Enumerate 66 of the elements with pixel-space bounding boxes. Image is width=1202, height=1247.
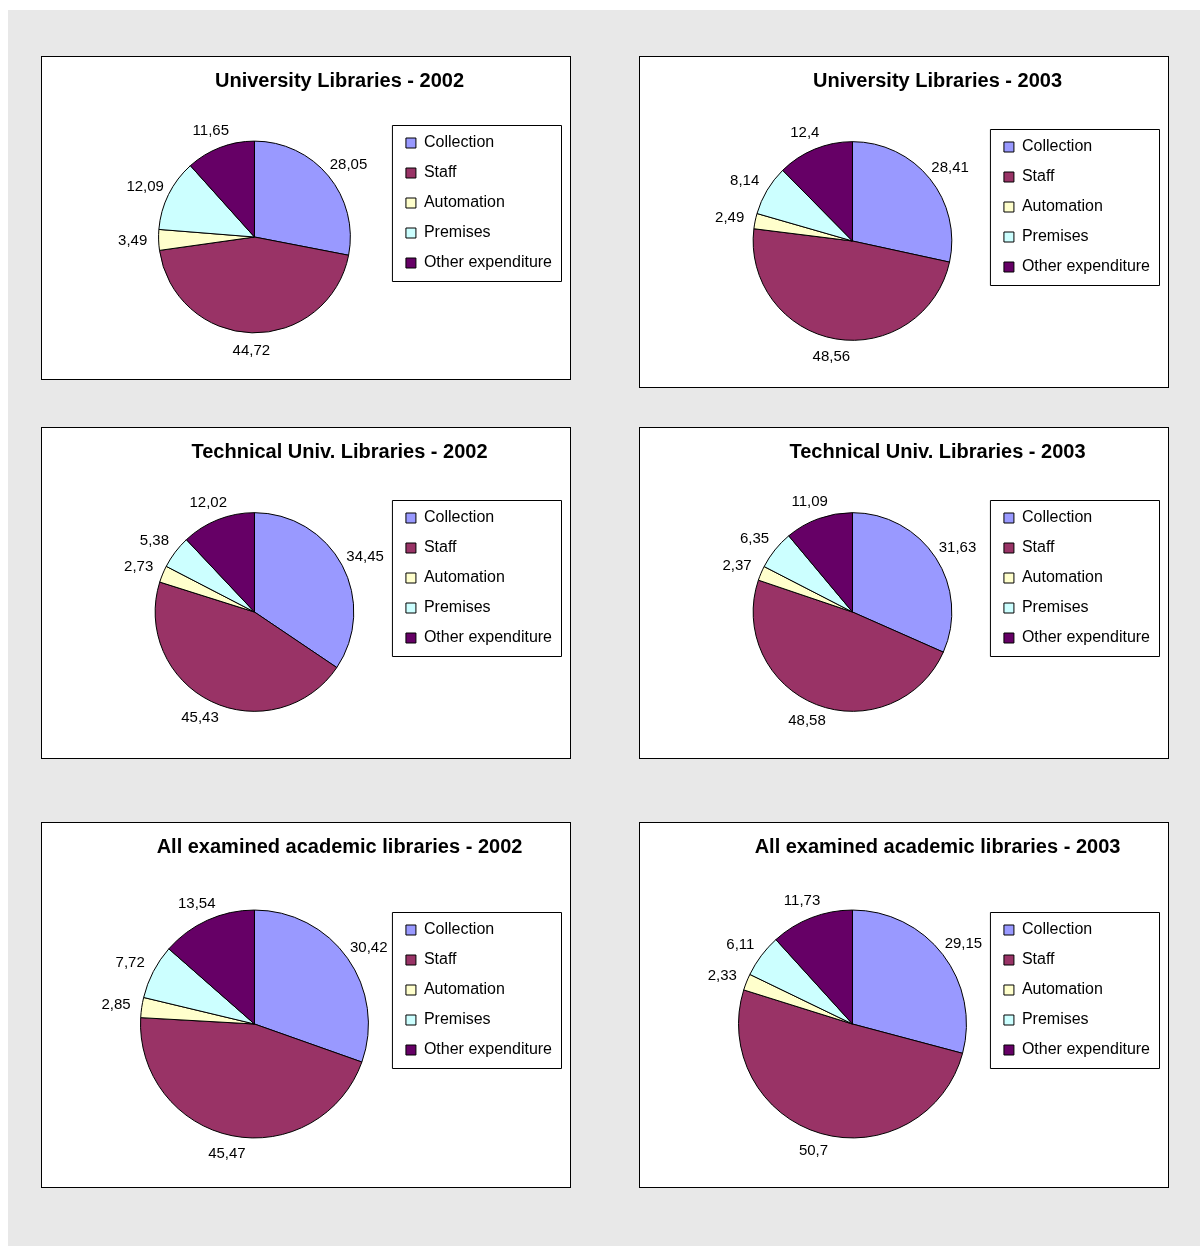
data-label: 45,47 xyxy=(208,1143,246,1161)
data-label: 13,54 xyxy=(177,893,216,911)
data-label: 8,14 xyxy=(730,171,760,189)
data-label: 12,09 xyxy=(126,176,164,194)
data-label: 28,05 xyxy=(329,154,368,172)
legend-label: Collection xyxy=(423,508,495,526)
legend-label: Premises xyxy=(423,1010,491,1028)
data-label: 2,33 xyxy=(707,965,737,983)
legend-label: Staff xyxy=(423,950,458,968)
legend-label: Premises xyxy=(423,223,491,241)
legend-label: Staff xyxy=(1021,167,1056,185)
legend-label: Automation xyxy=(423,568,505,586)
legend-label: Staff xyxy=(1021,538,1056,556)
data-label: 31,63 xyxy=(938,538,977,556)
legend-label: Collection xyxy=(423,920,495,938)
data-label: 6,35 xyxy=(739,528,770,546)
data-label: 5,38 xyxy=(139,531,170,549)
chart-title: All examined academic libraries - 2002 xyxy=(156,834,523,857)
legend-label: Collection xyxy=(1021,508,1093,526)
data-label: 3,49 xyxy=(118,230,148,248)
legend-label: Other expenditure xyxy=(1021,628,1151,646)
legend-label: Staff xyxy=(1021,950,1056,968)
data-label: 30,42 xyxy=(349,938,388,955)
data-label: 11,65 xyxy=(192,120,230,138)
legend-label: Other expenditure xyxy=(423,628,553,646)
data-label: 45,43 xyxy=(181,707,219,725)
legend-label: Premises xyxy=(1021,598,1089,616)
data-label: 7,72 xyxy=(115,953,145,971)
data-label: 2,73 xyxy=(124,557,154,575)
legend-label: Automation xyxy=(1021,980,1103,998)
data-label: 11,73 xyxy=(783,891,821,909)
data-label: 44,72 xyxy=(232,340,271,358)
data-label: 2,49 xyxy=(715,207,745,225)
legend-label: Premises xyxy=(423,598,491,616)
legend-label: Premises xyxy=(1021,1010,1089,1028)
data-label: 34,45 xyxy=(346,547,384,565)
chart-title: University Libraries - 2002 xyxy=(214,68,465,91)
legend-label: Automation xyxy=(423,980,505,998)
legend-label: Other expenditure xyxy=(1021,257,1151,275)
data-label: 2,85 xyxy=(101,995,131,1013)
legend-label: Staff xyxy=(423,163,458,181)
data-label: 6,11 xyxy=(726,935,755,953)
legend-label: Collection xyxy=(423,133,495,151)
chart-title: All examined academic libraries - 2003 xyxy=(754,834,1121,857)
legend-label: Other expenditure xyxy=(423,253,553,271)
data-label: 2,37 xyxy=(722,556,752,574)
data-label: 12,4 xyxy=(790,122,820,140)
data-label: 29,15 xyxy=(944,933,983,951)
data-label: 11,09 xyxy=(791,491,828,509)
legend-label: Collection xyxy=(1021,137,1093,155)
chart-title: Technical Univ. Libraries - 2002 xyxy=(191,439,488,462)
legend-label: Automation xyxy=(423,193,505,211)
data-label: 48,56 xyxy=(812,346,851,364)
legend-label: Other expenditure xyxy=(1021,1040,1151,1058)
data-label: 48,58 xyxy=(788,711,826,729)
legend-label: Automation xyxy=(1021,568,1103,586)
legend-label: Collection xyxy=(1021,920,1093,938)
chart-title: University Libraries - 2003 xyxy=(812,68,1063,91)
data-label: 12,02 xyxy=(189,493,228,511)
legend-label: Staff xyxy=(423,538,458,556)
data-label: 28,41 xyxy=(931,157,969,175)
legend-label: Automation xyxy=(1021,197,1103,215)
legend-label: Other expenditure xyxy=(423,1040,553,1058)
data-label: 50,7 xyxy=(798,1140,829,1158)
chart-title: Technical Univ. Libraries - 2003 xyxy=(789,439,1086,462)
legend-label: Premises xyxy=(1021,227,1089,245)
